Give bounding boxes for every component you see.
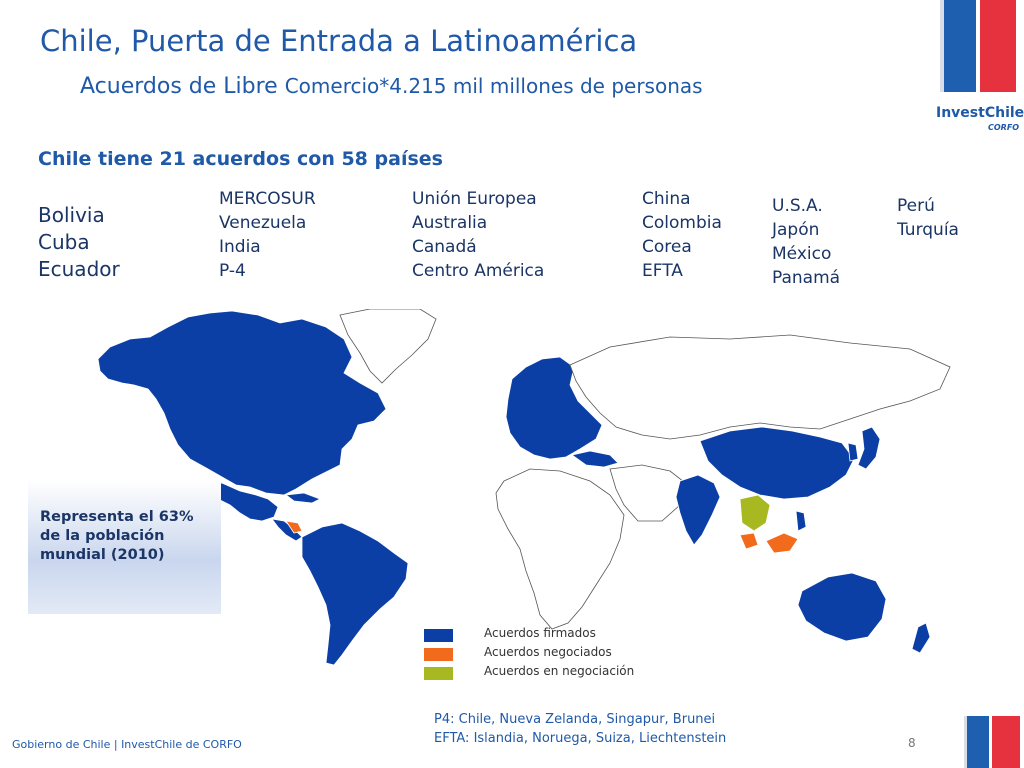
agreement-item: India (219, 237, 261, 257)
page-number: 8 (908, 736, 916, 750)
footnote-line-1: P4: Chile, Nueva Zelanda, Singapur, Brun… (434, 712, 716, 727)
investchile-logo: InvestChile CORFO (936, 105, 1024, 141)
agreement-item: EFTA (642, 261, 683, 281)
map-central-america (271, 518, 303, 542)
agreements-column-6: Perú Turquía (897, 194, 959, 242)
agreement-item: Ecuador (38, 257, 120, 281)
agreement-item: Colombia (642, 213, 722, 233)
map-china (699, 426, 855, 500)
agreement-item: Australia (412, 213, 488, 233)
map-greenland (339, 309, 437, 384)
map-southeast-asia-negotiating (739, 494, 771, 532)
subtitle-part-2: Comercio*4.215 mil millones de personas (284, 74, 703, 98)
agreement-item: U.S.A. (772, 196, 823, 216)
logo-sub-text: CORFO (988, 123, 1020, 132)
population-note-text: Representa el 63% de la población mundia… (40, 509, 194, 563)
map-india (675, 474, 721, 546)
agreements-column-1: Bolivia Cuba Ecuador (38, 202, 120, 283)
chile-flag-bottom-decoration (964, 716, 1020, 768)
legend-swatch-negotiating (424, 667, 453, 680)
subtitle-part-1: Acuerdos de Libre (80, 74, 285, 99)
agreement-item: Centro América (412, 261, 545, 281)
map-north-america (97, 310, 387, 496)
map-africa (495, 468, 625, 630)
agreements-column-2: MERCOSUR Venezuela India P-4 (219, 187, 316, 283)
agreement-item: Panamá (772, 268, 841, 288)
legend-label: Acuerdos en negociación (484, 664, 635, 678)
agreement-item: Japón (772, 220, 820, 240)
page-subtitle: Acuerdos de Libre Comercio*4.215 mil mil… (80, 74, 703, 99)
map-turkey (571, 450, 619, 468)
footer-text: Gobierno de Chile | InvestChile de CORFO (12, 738, 242, 751)
map-central-america-negotiated (285, 520, 303, 534)
agreement-item: Perú (897, 196, 935, 216)
agreement-item: Venezuela (219, 213, 307, 233)
footnote-line-2: EFTA: Islandia, Noruega, Suiza, Liechten… (434, 731, 727, 746)
section-heading: Chile tiene 21 acuerdos con 58 países (38, 148, 443, 170)
map-indonesia-negotiated (739, 532, 759, 550)
agreement-item: México (772, 244, 832, 264)
agreement-item: China (642, 189, 691, 209)
map-australia (797, 572, 887, 642)
agreement-item: Turquía (897, 220, 959, 240)
chile-flag-top-decoration (940, 0, 1016, 92)
map-russia (569, 334, 951, 440)
legend-label: Acuerdos negociados (484, 645, 612, 659)
world-map (97, 309, 951, 666)
map-south-america (301, 522, 409, 666)
map-cuba (284, 492, 321, 504)
map-europe (505, 356, 603, 460)
agreements-column-5: U.S.A. Japón México Panamá (772, 194, 840, 290)
logo-brand-text: InvestChile (936, 105, 1024, 121)
map-philippines (795, 510, 807, 532)
agreement-item: Unión Europea (412, 189, 537, 209)
legend-swatch-signed (424, 629, 453, 642)
agreement-item: Canadá (412, 237, 477, 257)
agreement-item: Corea (642, 237, 692, 257)
map-new-zealand (911, 622, 931, 654)
map-japan (857, 426, 881, 470)
agreements-column-4: China Colombia Corea EFTA (642, 187, 722, 283)
agreement-item: Cuba (38, 230, 90, 254)
page-title: Chile, Puerta de Entrada a Latinoamérica (40, 24, 638, 58)
agreement-item: Bolivia (38, 203, 105, 227)
legend-swatch-negotiated (424, 648, 453, 661)
agreement-item: MERCOSUR (219, 189, 316, 209)
map-malaysia-negotiated (765, 532, 799, 554)
map-korea (847, 442, 859, 462)
map-middle-east (609, 464, 689, 522)
legend-label: Acuerdos firmados (484, 626, 596, 640)
agreement-item: P-4 (219, 261, 246, 281)
agreements-column-3: Unión Europea Australia Canadá Centro Am… (412, 187, 544, 283)
footnote: P4: Chile, Nueva Zelanda, Singapur, Brun… (434, 710, 726, 748)
population-note-box: Representa el 63% de la población mundia… (28, 480, 221, 614)
